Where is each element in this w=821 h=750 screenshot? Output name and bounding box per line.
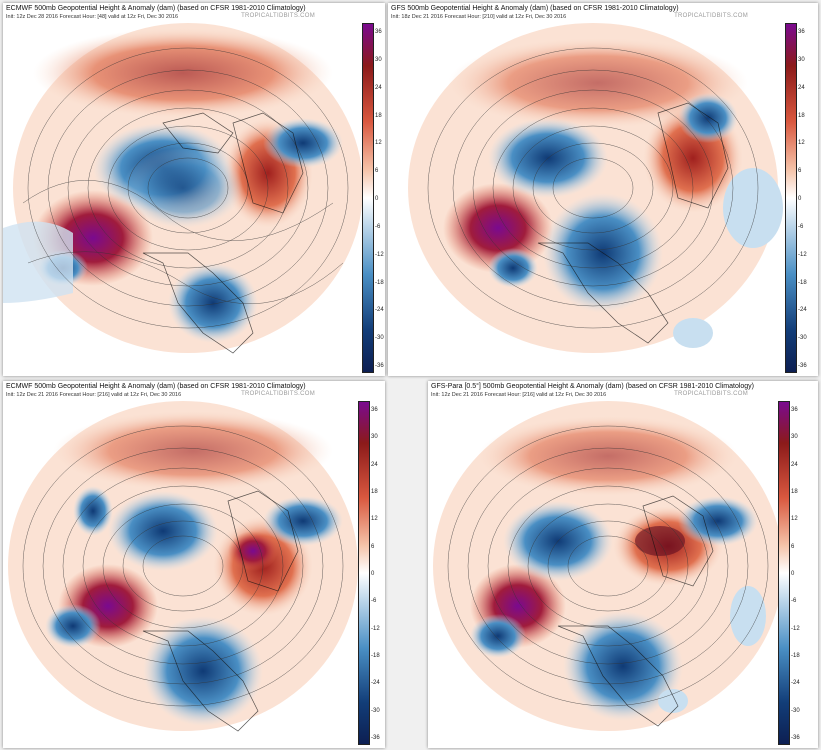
colorbar-tick-label: -30 xyxy=(371,707,380,714)
brand-watermark: TROPICALTIDBITS.COM xyxy=(674,391,748,397)
colorbar xyxy=(362,23,374,373)
colorbar-tick-label: 6 xyxy=(371,543,375,550)
colorbar-tick-label: -24 xyxy=(375,307,384,314)
map-panel-4: GFS-Para [0.5°] 500mb Geopotential Heigh… xyxy=(428,381,818,748)
colorbar-tick-label: 0 xyxy=(798,196,802,202)
colorbar-tick-label: -6 xyxy=(371,598,377,605)
colorbar-tick-label: -36 xyxy=(371,735,380,741)
colorbar-tick-label: 18 xyxy=(791,489,798,495)
colorbar-tick-label: -18 xyxy=(375,279,384,286)
colorbar-tick-label: -12 xyxy=(798,251,807,258)
colorbar-tick-label: 36 xyxy=(798,29,805,35)
map-panel-1: ECMWF 500mb Geopotential Height & Anomal… xyxy=(3,3,385,376)
colorbar-tick-label: 12 xyxy=(798,140,805,147)
colorbar-tick-label: -12 xyxy=(791,625,800,632)
colorbar-tick-label: -6 xyxy=(791,598,797,605)
colorbar-tick-label: 12 xyxy=(375,140,382,147)
colorbar-tick-label: -30 xyxy=(375,335,384,342)
brand-watermark: TROPICALTIDBITS.COM xyxy=(241,391,315,397)
colorbar-tick-label: 30 xyxy=(791,434,798,441)
brand-watermark: TROPICALTIDBITS.COM xyxy=(674,13,748,19)
panel-title: ECMWF 500mb Geopotential Height & Anomal… xyxy=(6,383,306,390)
colorbar xyxy=(785,23,797,373)
colorbar-tick-label: 12 xyxy=(371,516,378,523)
panel-title: ECMWF 500mb Geopotential Height & Anomal… xyxy=(6,5,306,12)
anomaly-map xyxy=(3,23,363,376)
colorbar-tick-label: 24 xyxy=(375,84,382,91)
panel-title: GFS 500mb Geopotential Height & Anomaly … xyxy=(391,5,679,12)
colorbar-tick-label: -24 xyxy=(791,680,800,687)
colorbar-tick-label: -6 xyxy=(375,223,381,230)
colorbar-tick-label: 18 xyxy=(798,112,805,119)
colorbar-tick-label: 12 xyxy=(791,516,798,523)
panel-title: GFS-Para [0.5°] 500mb Geopotential Heigh… xyxy=(431,383,755,390)
colorbar-tick-label: 6 xyxy=(375,168,379,175)
anomaly-map xyxy=(3,401,358,748)
colorbar-tick-label: 6 xyxy=(798,168,802,175)
colorbar-ticks: 36 30 24 18 12 6 0 -6 -12 -18 -24 -30 -36 xyxy=(371,401,383,743)
colorbar-tick-label: -24 xyxy=(798,307,807,314)
colorbar-tick-label: 24 xyxy=(791,461,798,468)
colorbar xyxy=(778,401,790,745)
colorbar-tick-label: -6 xyxy=(798,223,804,230)
panel-subtitle: Init: 18z Dec 21 2016 Forecast Hour: [21… xyxy=(391,14,567,20)
colorbar-tick-label: 30 xyxy=(798,56,805,63)
colorbar-tick-label: -36 xyxy=(798,363,807,369)
colorbar-tick-label: -18 xyxy=(791,653,800,659)
map-panel-2: GFS 500mb Geopotential Height & Anomaly … xyxy=(388,3,818,376)
colorbar-tick-label: 24 xyxy=(371,461,378,468)
colorbar-tick-label: -30 xyxy=(791,707,800,714)
colorbar-tick-label: -30 xyxy=(798,335,807,342)
colorbar-tick-label: 36 xyxy=(791,407,798,413)
colorbar-tick-label: 24 xyxy=(798,84,805,91)
colorbar-tick-label: 36 xyxy=(371,407,378,413)
colorbar-tick-label: -36 xyxy=(791,735,800,741)
colorbar-tick-label: 6 xyxy=(791,543,795,550)
colorbar-tick-label: -24 xyxy=(371,680,380,687)
colorbar-ticks: 36 30 24 18 12 6 0 -6 -12 -18 -24 -30 -36 xyxy=(375,23,385,371)
colorbar-tick-label: -12 xyxy=(375,251,384,258)
colorbar-tick-label: -12 xyxy=(371,625,380,632)
map-panel-3: ECMWF 500mb Geopotential Height & Anomal… xyxy=(3,381,385,748)
colorbar-tick-label: 30 xyxy=(371,434,378,441)
colorbar-tick-label: -36 xyxy=(375,363,384,369)
colorbar-ticks: 36 30 24 18 12 6 0 -6 -12 -18 -24 -30 -36 xyxy=(791,401,803,743)
colorbar-tick-label: -18 xyxy=(798,279,807,286)
colorbar xyxy=(358,401,370,745)
colorbar-ticks: 36 30 24 18 12 6 0 -6 -12 -18 -24 -30 -36 xyxy=(798,23,810,371)
anomaly-map xyxy=(428,401,783,748)
colorbar-tick-label: 30 xyxy=(375,56,382,63)
colorbar-tick-label: -18 xyxy=(371,653,380,659)
colorbar-tick-label: 18 xyxy=(375,112,382,119)
colorbar-tick-label: 0 xyxy=(371,571,375,577)
panel-subtitle: Init: 12z Dec 21 2016 Forecast Hour: [21… xyxy=(431,392,607,398)
colorbar-tick-label: 36 xyxy=(375,29,382,35)
brand-watermark: TROPICALTIDBITS.COM xyxy=(241,13,315,19)
colorbar-tick-label: 0 xyxy=(791,571,795,577)
panel-subtitle: Init: 12z Dec 21 2016 Forecast Hour: [21… xyxy=(6,392,182,398)
anomaly-map xyxy=(388,23,783,376)
colorbar-tick-label: 18 xyxy=(371,489,378,495)
panel-subtitle: Init: 12z Dec 28 2016 Forecast Hour: [48… xyxy=(6,14,179,20)
colorbar-tick-label: 0 xyxy=(375,196,379,202)
